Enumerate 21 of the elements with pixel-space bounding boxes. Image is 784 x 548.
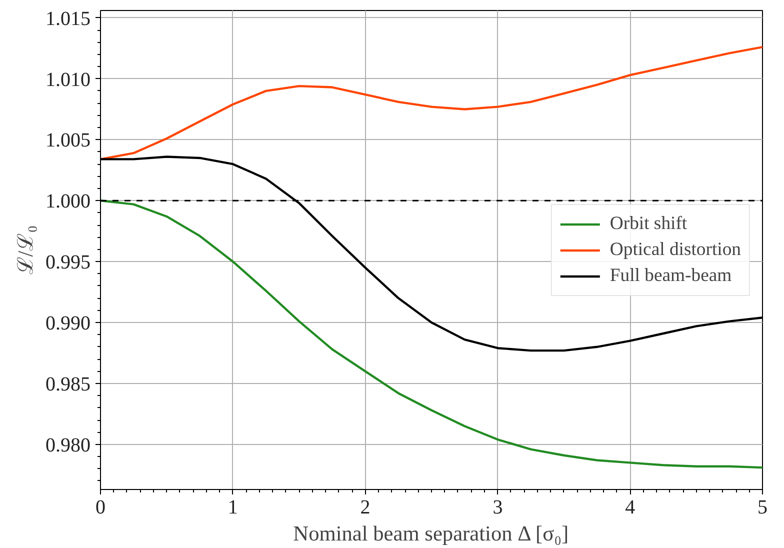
legend-label: Orbit shift — [610, 212, 688, 234]
y-tick-label: 1.000 — [46, 190, 90, 213]
line-series — [100, 46, 762, 160]
y-tick-label: 1.015 — [46, 8, 90, 30]
y-tick-label: 0.995 — [46, 252, 90, 274]
legend-label: Full beam-beam — [610, 264, 732, 286]
y-tick-label: 1.010 — [46, 68, 90, 91]
x-tick-label: 4 — [625, 496, 636, 518]
y-tick-label: 0.990 — [46, 312, 90, 335]
legend-label: Optical distortion — [610, 238, 741, 260]
y-axis-title: ℒ/ℒ₀ — [14, 225, 38, 275]
line-series — [100, 200, 762, 469]
x-tick-label: 3 — [492, 496, 503, 518]
x-tick-label: 0 — [96, 496, 106, 518]
y-tick-label: 0.980 — [46, 434, 90, 456]
y-tick-label: 0.985 — [46, 373, 90, 396]
x-axis-title: Nominal beam separation Δ [σ₀] — [293, 522, 569, 546]
y-tick-label: 1.005 — [46, 130, 90, 152]
x-tick-label: 2 — [360, 496, 370, 518]
x-tick-label: 5 — [758, 496, 768, 518]
x-tick-label: 1 — [228, 496, 238, 518]
